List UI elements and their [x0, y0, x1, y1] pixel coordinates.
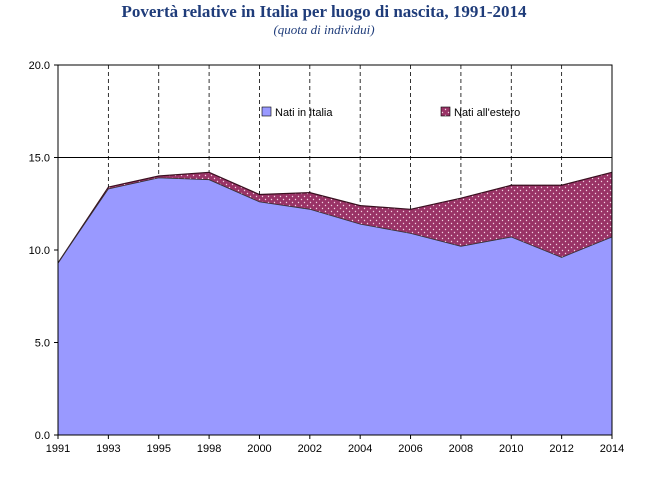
y-tick-label: 10.0 — [29, 245, 50, 257]
x-tick-label: 1995 — [146, 443, 170, 455]
y-tick-label: 0.0 — [35, 430, 50, 442]
y-tick-label: 20.0 — [29, 60, 50, 72]
y-tick-label: 5.0 — [35, 338, 50, 350]
x-tick-label: 2012 — [549, 443, 573, 455]
x-tick-label: 1998 — [197, 443, 221, 455]
x-tick-label: 2004 — [348, 443, 372, 455]
x-tick-label: 1993 — [96, 443, 120, 455]
x-tick-label: 2000 — [247, 443, 271, 455]
x-tick-label: 2010 — [499, 443, 523, 455]
legend-swatch-nati-allestero — [440, 106, 451, 117]
x-tick-label: 2006 — [398, 443, 422, 455]
legend-label-nati-in-italia: Nati in Italia — [275, 107, 333, 119]
line-nati-in-italia — [57, 177, 613, 264]
legend-swatch-nati-in-italia — [261, 106, 272, 117]
line-total — [57, 171, 613, 264]
area-nati-in-italia — [58, 177, 612, 435]
legend-label-nati-allestero: Nati all'estero — [454, 107, 520, 119]
x-tick-label: 2014 — [600, 443, 624, 455]
x-tick-label: 2002 — [298, 443, 322, 455]
chart-title: Povertà relative in Italia per luogo di … — [121, 2, 527, 21]
chart-subtitle: (quota di individui) — [273, 22, 375, 37]
y-tick-label: 15.0 — [29, 153, 50, 165]
x-tick-label: 1991 — [46, 443, 70, 455]
x-tick-label: 2008 — [449, 443, 473, 455]
